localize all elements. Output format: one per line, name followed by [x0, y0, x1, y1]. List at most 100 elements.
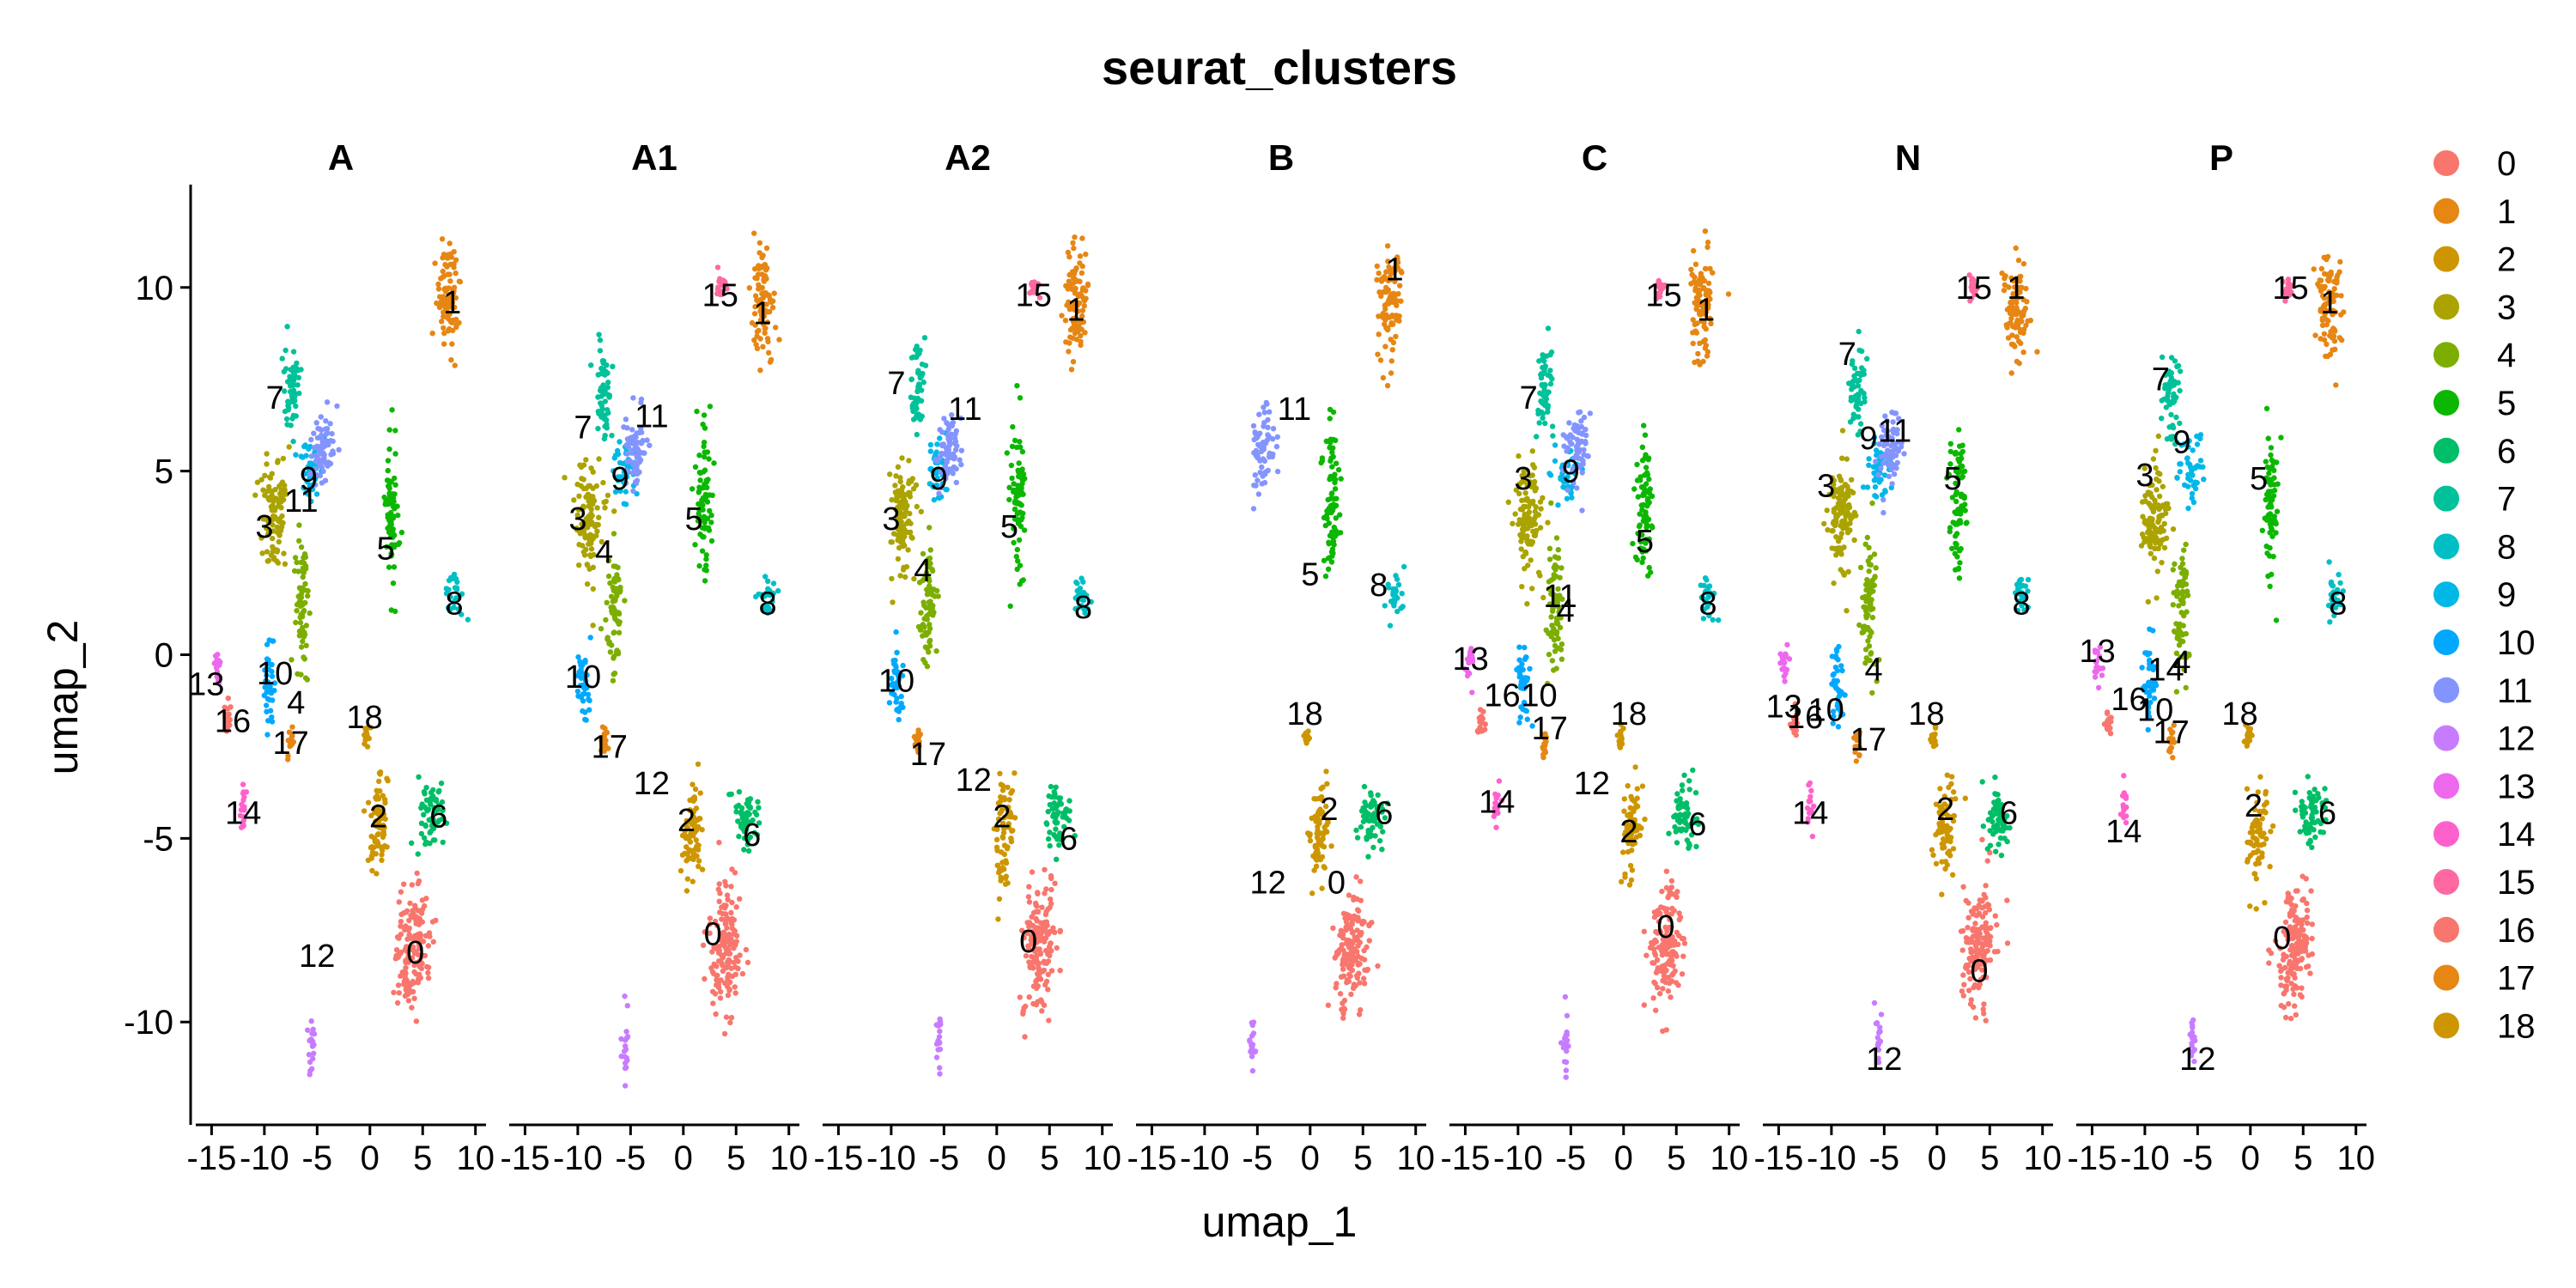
point	[704, 484, 710, 490]
cluster-label-7: 7	[266, 380, 284, 416]
point	[756, 301, 762, 307]
point	[270, 697, 276, 703]
point	[1548, 500, 1554, 506]
point	[562, 475, 568, 481]
point	[305, 1027, 311, 1033]
point	[305, 491, 312, 497]
point	[1668, 994, 1674, 1000]
point	[415, 880, 422, 887]
point	[712, 918, 719, 925]
point	[729, 899, 735, 906]
point	[1688, 281, 1694, 287]
point	[1017, 994, 1024, 1000]
point	[1565, 1043, 1571, 1049]
point	[1380, 374, 1387, 381]
point	[379, 857, 385, 863]
point	[1691, 247, 1697, 254]
point	[440, 839, 446, 846]
point	[270, 544, 276, 550]
point	[280, 455, 287, 462]
point	[1521, 503, 1527, 510]
point	[314, 434, 321, 441]
point	[720, 955, 726, 961]
point	[1628, 877, 1635, 884]
point	[2018, 340, 2024, 346]
point	[1940, 836, 1947, 842]
point	[1642, 432, 1649, 438]
point	[587, 532, 593, 538]
point	[701, 440, 708, 446]
point	[695, 761, 702, 768]
point	[954, 443, 960, 449]
x-tick-label: 5	[413, 1139, 432, 1177]
point	[924, 613, 930, 619]
point	[576, 493, 582, 499]
cluster-label-1: 1	[1066, 292, 1084, 328]
point	[1643, 481, 1649, 487]
point	[692, 542, 698, 548]
point	[1704, 244, 1710, 250]
point	[706, 456, 712, 462]
point	[1553, 631, 1560, 637]
point	[1542, 420, 1548, 427]
point	[1831, 580, 1837, 586]
point	[618, 1054, 624, 1060]
point	[327, 421, 333, 427]
point	[677, 867, 684, 874]
point	[1959, 988, 1965, 994]
point	[1357, 939, 1364, 945]
point	[1534, 527, 1540, 534]
point	[264, 678, 270, 684]
point	[1341, 1005, 1347, 1012]
x-tick-label: -5	[1556, 1139, 1587, 1177]
point	[1263, 399, 1270, 406]
point	[729, 866, 735, 872]
point	[308, 436, 314, 443]
point	[1042, 960, 1048, 966]
point	[1358, 897, 1364, 903]
x-tick-label: 10	[456, 1139, 495, 1177]
point	[1702, 345, 1709, 351]
point	[1325, 1002, 1332, 1008]
point	[1929, 847, 1935, 853]
point	[1355, 916, 1361, 922]
point	[1080, 579, 1086, 585]
point	[695, 845, 701, 851]
point	[770, 298, 776, 304]
point	[933, 449, 939, 455]
point	[1548, 614, 1554, 620]
point	[582, 533, 588, 539]
point	[443, 820, 450, 826]
point	[685, 856, 691, 862]
point	[264, 687, 270, 694]
point	[1651, 960, 1657, 966]
point	[1025, 894, 1032, 900]
point	[403, 944, 410, 951]
point	[760, 343, 766, 349]
point	[996, 870, 1002, 876]
point	[907, 510, 913, 517]
point	[1015, 483, 1021, 489]
cluster-7-points	[908, 335, 929, 438]
point	[585, 491, 591, 497]
point	[433, 796, 440, 803]
point	[1933, 860, 1940, 866]
point	[1668, 951, 1674, 957]
point	[913, 482, 920, 488]
point	[624, 1003, 630, 1009]
point	[438, 781, 445, 787]
point	[1261, 479, 1268, 486]
point	[302, 471, 309, 477]
point	[385, 458, 392, 464]
point	[1267, 409, 1273, 415]
point	[756, 282, 762, 288]
point	[1628, 793, 1634, 799]
point	[1327, 476, 1333, 483]
point	[293, 619, 299, 626]
point	[448, 357, 454, 363]
point	[1026, 994, 1032, 1000]
point	[1066, 271, 1072, 278]
x-tick-label: 10	[1083, 1139, 1121, 1177]
point	[1083, 251, 1089, 258]
point	[451, 264, 457, 270]
